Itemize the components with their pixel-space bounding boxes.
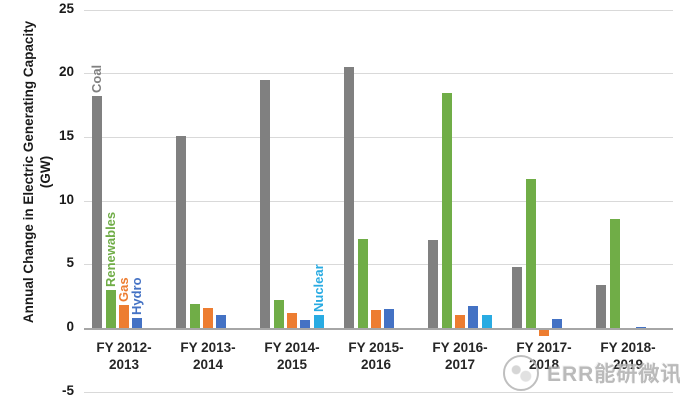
x-axis-label: FY 2013- 2014 xyxy=(180,340,236,372)
bar-nuclear-3 xyxy=(313,315,324,328)
bar-hydro-6 xyxy=(552,319,563,328)
x-axis-label: FY 2014- 2015 xyxy=(264,340,320,372)
bar-gas-3 xyxy=(287,312,297,328)
bar-hydro-5 xyxy=(468,306,479,328)
y-tick-label: -5 xyxy=(61,383,74,398)
series-label-hydro: Hydro xyxy=(129,277,145,315)
gridline xyxy=(84,392,673,393)
series-label-nuclear: Nuclear xyxy=(310,264,326,313)
series-label-renewables: Renewables xyxy=(102,211,118,287)
gridline xyxy=(84,137,673,138)
bar-renewables-6 xyxy=(525,179,536,328)
bar-hydro-2 xyxy=(216,315,227,328)
bar-nuclear-5 xyxy=(481,315,492,328)
bar-coal-4 xyxy=(344,67,355,328)
bar-hydro-7 xyxy=(636,326,647,328)
bar-coal-6 xyxy=(512,266,523,328)
series-label-coal: Coal xyxy=(89,65,105,94)
y-tick-label: 0 xyxy=(66,319,74,334)
bar-coal-3 xyxy=(260,79,271,328)
bar-renewables-3 xyxy=(273,300,284,328)
x-axis-line xyxy=(84,328,673,330)
bar-gas-4 xyxy=(371,310,381,328)
x-axis-label: FY 2015- 2016 xyxy=(348,340,404,372)
y-tick-label: 5 xyxy=(66,255,74,270)
bar-renewables-4 xyxy=(357,238,368,328)
gridline xyxy=(84,73,673,74)
bar-renewables-7 xyxy=(609,218,620,328)
watermark: ERR能研微讯 xyxy=(503,355,680,391)
x-axis-label: FY 2016- 2017 xyxy=(432,340,488,372)
bar-hydro-4 xyxy=(384,308,395,328)
x-axis-label: FY 2012- 2013 xyxy=(96,340,152,372)
bar-coal-5 xyxy=(428,240,439,328)
bar-gas-5 xyxy=(455,315,465,328)
watermark-logo-icon xyxy=(503,355,539,391)
bar-renewables-2 xyxy=(189,303,200,328)
watermark-text: ERR能研微讯 xyxy=(547,363,680,386)
bar-coal-1 xyxy=(92,96,103,328)
bar-gas-2 xyxy=(203,307,213,328)
y-tick-label: 15 xyxy=(58,128,74,143)
x-axis-label: FY 2018- 2019 xyxy=(600,340,656,372)
bar-renewables-1 xyxy=(105,289,116,328)
bar-gas-6 xyxy=(539,330,549,337)
y-tick-label: 10 xyxy=(58,192,74,207)
y-axis-title: Annual Change in Electric Generating Cap… xyxy=(21,20,53,324)
bar-gas-1 xyxy=(119,305,129,328)
y-tick-label: 20 xyxy=(58,64,74,79)
gridline xyxy=(84,10,673,11)
bar-renewables-5 xyxy=(441,92,452,328)
bar-hydro-3 xyxy=(300,320,311,328)
bar-coal-7 xyxy=(596,284,607,328)
bar-hydro-1 xyxy=(132,317,143,328)
gridline xyxy=(84,201,673,202)
y-tick-label: 25 xyxy=(58,1,74,16)
bar-coal-2 xyxy=(176,135,187,328)
gridline xyxy=(84,264,673,265)
